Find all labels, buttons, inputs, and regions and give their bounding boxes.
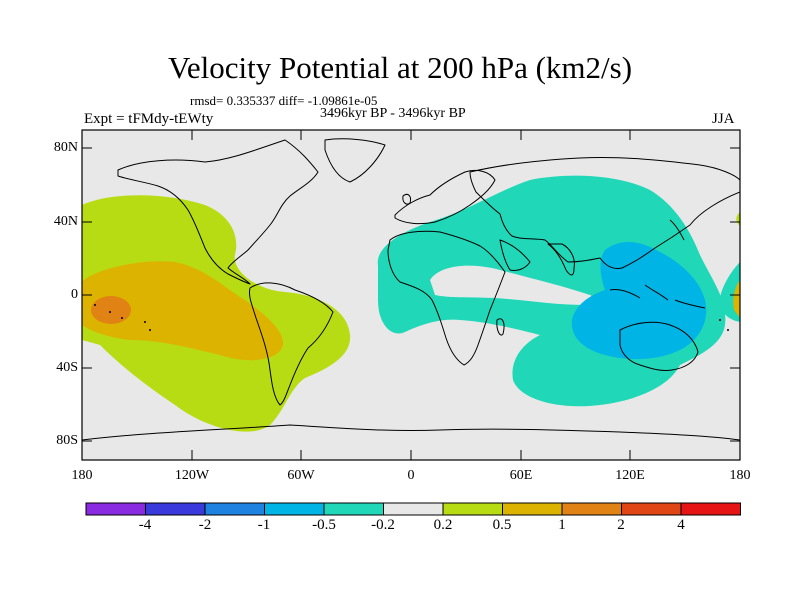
colorbar-label: -0.5 bbox=[312, 517, 336, 533]
lat-label-40n: 40N bbox=[53, 214, 78, 229]
colorbar-label: -1 bbox=[257, 517, 271, 533]
colorbar-label: 4 bbox=[677, 517, 685, 533]
pacific-islands bbox=[94, 304, 729, 331]
colorbar-swatch bbox=[502, 502, 563, 516]
colorbar-swatch bbox=[621, 502, 682, 516]
coast-antarctica bbox=[82, 424, 740, 441]
coast-greenland bbox=[324, 138, 386, 183]
colorbar-swatch bbox=[323, 502, 384, 516]
coast-madagascar bbox=[496, 318, 505, 336]
colorbar bbox=[85, 502, 741, 516]
lat-label-eq: 0 bbox=[71, 287, 78, 302]
lon-label-120e: 120E bbox=[615, 468, 645, 483]
colorbar-label: -4 bbox=[138, 517, 152, 533]
contour-africa-neutral bbox=[430, 265, 596, 305]
experiment-label: Expt = tFMdy-tEWty bbox=[84, 111, 214, 127]
lat-label-80n: 80N bbox=[53, 140, 78, 155]
period-label: 3496kyr BP - 3496kyr BP bbox=[320, 106, 466, 121]
lat-label-80s: 80S bbox=[56, 433, 78, 448]
colorbar-swatch bbox=[145, 502, 206, 516]
coast-arabia bbox=[499, 239, 531, 271]
colorbar-swatch bbox=[264, 502, 325, 516]
contour-maritime-mid-negative bbox=[571, 241, 707, 360]
coast-north-america bbox=[117, 139, 319, 285]
colorbar-label: 2 bbox=[617, 517, 625, 533]
colorbar-swatch bbox=[85, 502, 146, 516]
contour-pacific-mid-positive bbox=[82, 261, 284, 361]
lon-label-0: 0 bbox=[407, 468, 415, 483]
colorbar-label: 0.2 bbox=[433, 517, 453, 533]
colorbar-swatch bbox=[680, 502, 741, 516]
colorbar-swatch bbox=[442, 502, 503, 516]
season-label: JJA bbox=[712, 111, 735, 127]
coast-india bbox=[547, 243, 575, 276]
lon-label-60e: 60E bbox=[509, 468, 533, 483]
coast-south-america bbox=[249, 282, 334, 406]
coast-europe bbox=[394, 169, 496, 225]
coast-australia bbox=[619, 321, 699, 371]
colorbar-label: 0.5 bbox=[492, 517, 512, 533]
lat-ticks bbox=[82, 147, 740, 442]
contour-east-edge-positive bbox=[733, 280, 740, 318]
coast-maritime bbox=[609, 284, 706, 309]
coast-uk bbox=[402, 193, 411, 205]
lon-label-180w: 180 bbox=[71, 468, 93, 483]
coast-japan bbox=[669, 219, 685, 241]
chart-title: Velocity Potential at 200 hPa (km2/s) bbox=[167, 50, 633, 85]
stats-line: rmsd= 0.335337 diff= -1.09861e-05 bbox=[190, 93, 378, 108]
colorbar-swatch bbox=[383, 502, 444, 516]
lon-label-120w: 120W bbox=[174, 468, 210, 483]
contour-pacific-strong-positive bbox=[91, 296, 131, 324]
lon-ticks bbox=[81, 130, 741, 460]
lon-label-180e: 180 bbox=[729, 468, 751, 483]
lat-label-40s: 40S bbox=[56, 360, 78, 375]
colorbar-label: -0.2 bbox=[371, 517, 395, 533]
colorbar-swatch bbox=[561, 502, 622, 516]
colorbar-label: -2 bbox=[198, 517, 212, 533]
colorbar-label: 1 bbox=[558, 517, 566, 533]
colorbar-swatch bbox=[204, 502, 265, 516]
coast-africa bbox=[387, 230, 506, 366]
coast-asia bbox=[469, 156, 740, 269]
lon-label-60w: 60W bbox=[287, 468, 315, 483]
